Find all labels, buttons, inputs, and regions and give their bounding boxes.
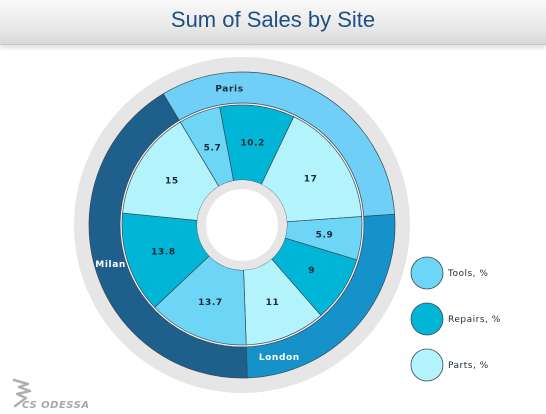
legend-label-tools: Tools, % bbox=[447, 269, 488, 279]
title-bar: Sum of Sales by Site bbox=[0, 0, 546, 45]
legend: Tools, % Repairs, % Parts, % bbox=[410, 256, 501, 382]
segment-label-paris-tools: 5.7 bbox=[204, 143, 222, 153]
segment-labels: 5.7 10.2 17 5.9 9 11 13.7 13.8 15 Paris London Mila… bbox=[95, 85, 334, 363]
logo: CS ODESSA bbox=[10, 378, 89, 413]
site-label-paris: Paris bbox=[215, 85, 243, 95]
logo-icon bbox=[12, 378, 32, 408]
segment-label-paris-repairs: 10.2 bbox=[240, 139, 265, 149]
legend-swatch-parts bbox=[410, 348, 444, 382]
segment-label-milan-tools: 13.7 bbox=[198, 298, 223, 308]
site-arc-milan bbox=[88, 93, 248, 379]
legend-label-repairs: Repairs, % bbox=[448, 315, 501, 325]
segment-label-london-tools: 5.9 bbox=[316, 230, 334, 240]
center-hole bbox=[206, 189, 278, 261]
category-ring bbox=[121, 104, 363, 346]
site-ring bbox=[88, 71, 396, 379]
logo-text: CS ODESSA bbox=[22, 400, 90, 411]
segment-label-london-parts: 11 bbox=[266, 298, 280, 308]
segment-label-paris-parts: 17 bbox=[304, 174, 318, 184]
legend-label-parts: Parts, % bbox=[448, 361, 489, 371]
chart-title: Sum of Sales by Site bbox=[170, 7, 376, 32]
segment-label-milan-parts: 15 bbox=[165, 177, 179, 187]
segment-label-milan-repairs: 13.8 bbox=[151, 248, 176, 258]
site-label-london: London bbox=[259, 353, 300, 363]
legend-swatch-repairs bbox=[410, 302, 444, 336]
segment-label-london-repairs: 9 bbox=[308, 266, 315, 276]
legend-swatch-tools bbox=[410, 256, 444, 290]
site-label-milan: Milan bbox=[95, 260, 126, 270]
